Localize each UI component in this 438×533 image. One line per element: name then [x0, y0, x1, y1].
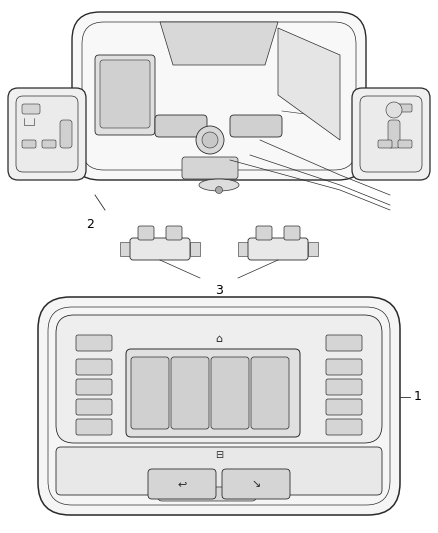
FancyBboxPatch shape	[171, 357, 209, 429]
Circle shape	[196, 126, 224, 154]
FancyBboxPatch shape	[326, 399, 362, 415]
FancyBboxPatch shape	[8, 88, 86, 180]
FancyBboxPatch shape	[166, 226, 182, 240]
Text: ↩: ↩	[177, 479, 187, 489]
FancyBboxPatch shape	[211, 357, 249, 429]
FancyBboxPatch shape	[22, 140, 36, 148]
FancyBboxPatch shape	[76, 335, 112, 351]
FancyBboxPatch shape	[158, 487, 256, 501]
FancyBboxPatch shape	[76, 399, 112, 415]
FancyBboxPatch shape	[148, 469, 216, 499]
FancyBboxPatch shape	[95, 55, 155, 135]
Text: 2: 2	[86, 218, 94, 231]
FancyBboxPatch shape	[248, 238, 308, 260]
FancyBboxPatch shape	[398, 140, 412, 148]
Circle shape	[386, 102, 402, 118]
FancyBboxPatch shape	[326, 335, 362, 351]
FancyBboxPatch shape	[56, 447, 382, 495]
FancyBboxPatch shape	[398, 104, 412, 112]
Polygon shape	[120, 242, 130, 256]
Text: ⊟: ⊟	[215, 450, 223, 460]
Text: 3: 3	[215, 284, 223, 297]
FancyBboxPatch shape	[72, 12, 366, 180]
FancyBboxPatch shape	[131, 357, 169, 429]
FancyBboxPatch shape	[100, 60, 150, 128]
FancyBboxPatch shape	[76, 359, 112, 375]
FancyBboxPatch shape	[42, 140, 56, 148]
FancyBboxPatch shape	[352, 88, 430, 180]
FancyBboxPatch shape	[222, 469, 290, 499]
FancyBboxPatch shape	[126, 349, 300, 437]
FancyBboxPatch shape	[388, 120, 400, 148]
FancyBboxPatch shape	[230, 115, 282, 137]
FancyBboxPatch shape	[56, 315, 382, 443]
Text: ⌂: ⌂	[215, 334, 223, 344]
Circle shape	[215, 187, 223, 193]
Polygon shape	[238, 242, 248, 256]
FancyBboxPatch shape	[130, 238, 190, 260]
FancyBboxPatch shape	[284, 226, 300, 240]
FancyBboxPatch shape	[326, 359, 362, 375]
FancyBboxPatch shape	[16, 96, 78, 172]
Text: 1: 1	[414, 391, 422, 403]
FancyBboxPatch shape	[251, 357, 289, 429]
FancyBboxPatch shape	[256, 226, 272, 240]
FancyBboxPatch shape	[138, 226, 154, 240]
Polygon shape	[190, 242, 200, 256]
FancyBboxPatch shape	[155, 115, 207, 137]
Ellipse shape	[199, 179, 239, 191]
FancyBboxPatch shape	[22, 104, 40, 114]
Polygon shape	[160, 22, 278, 65]
FancyBboxPatch shape	[326, 419, 362, 435]
FancyBboxPatch shape	[360, 96, 422, 172]
Polygon shape	[278, 28, 340, 140]
FancyBboxPatch shape	[326, 379, 362, 395]
FancyBboxPatch shape	[76, 419, 112, 435]
FancyBboxPatch shape	[60, 120, 72, 148]
FancyBboxPatch shape	[76, 379, 112, 395]
FancyBboxPatch shape	[378, 140, 392, 148]
FancyBboxPatch shape	[182, 157, 238, 179]
Text: ↘: ↘	[251, 479, 261, 489]
Circle shape	[202, 132, 218, 148]
FancyBboxPatch shape	[38, 297, 400, 515]
Polygon shape	[308, 242, 318, 256]
